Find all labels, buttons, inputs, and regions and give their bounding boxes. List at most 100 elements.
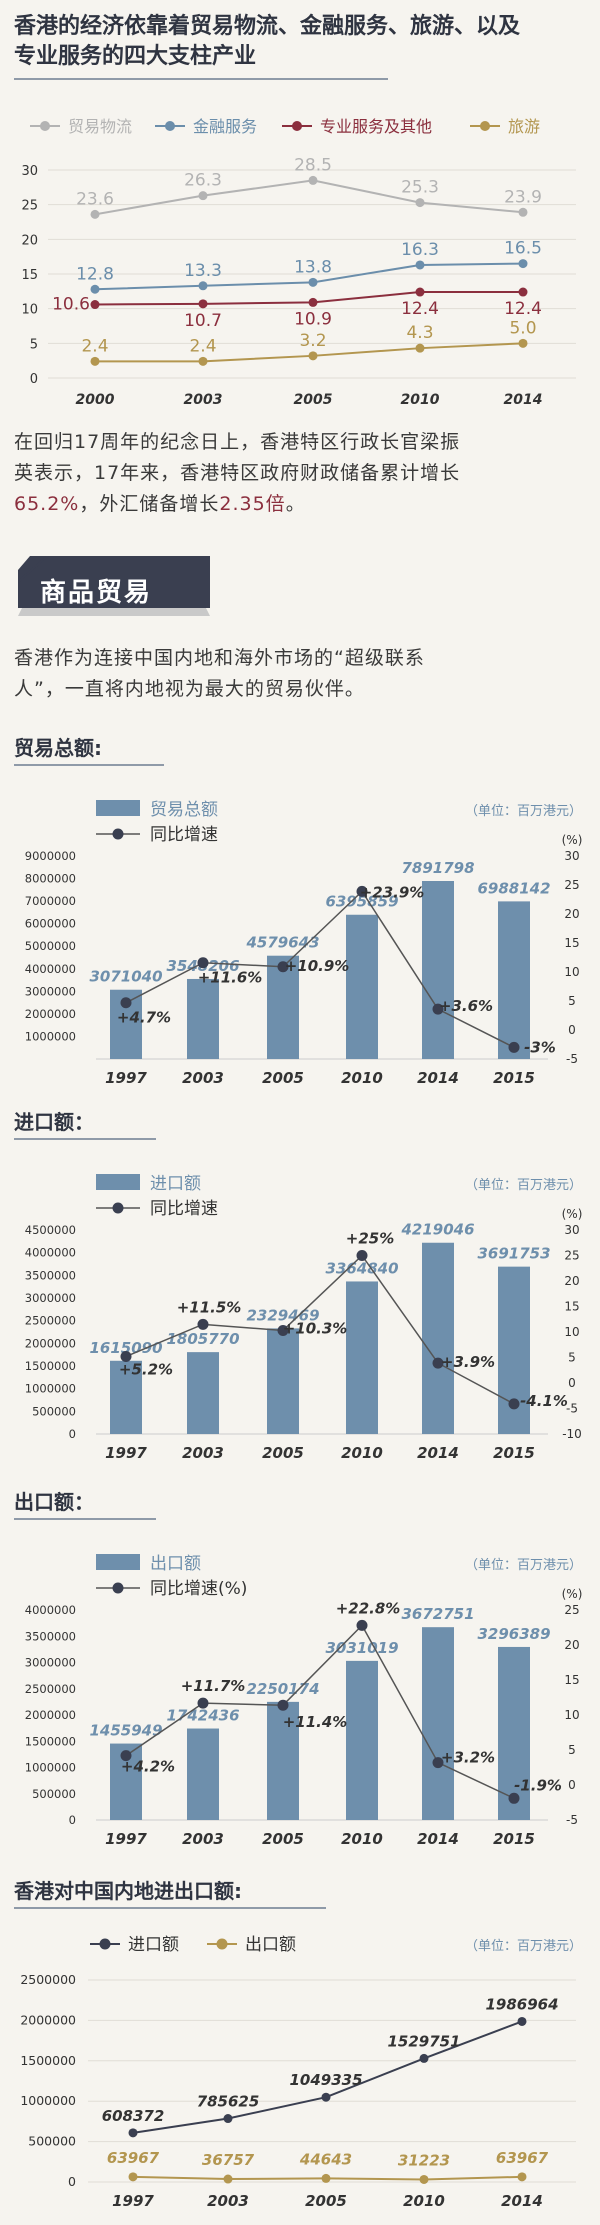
x-tick-label: 2014: [504, 392, 543, 408]
y-tick-label: 5000000: [25, 939, 76, 953]
growth-label: +11.4%: [283, 1713, 348, 1731]
legend-bar-label: 贸易总额: [150, 800, 218, 820]
legend-label-3: 旅游: [508, 117, 540, 136]
data-label: 44643: [299, 2150, 352, 2168]
unit-note: （单位：百万港元）: [465, 1178, 582, 1193]
page-title-line1: 香港的经济依靠着贸易物流、金融服务、旅游、以及: [14, 14, 521, 39]
growth-point: [356, 1619, 368, 1631]
legend-bar-swatch: [96, 1174, 140, 1190]
y2-tick-label: 20: [564, 907, 579, 921]
y2-tick-label: 0: [568, 1376, 576, 1390]
section-banner-label: 商品贸易: [40, 578, 153, 608]
y2-tick-label: 10: [564, 965, 579, 979]
y-tick-label: 2500000: [20, 1972, 76, 1987]
bar: [267, 1701, 299, 1820]
y-tick-label: 7000000: [25, 894, 76, 908]
data-label: 785625: [197, 2093, 260, 2111]
section-heading-total: 贸易总额:: [14, 736, 102, 760]
y-tick-label: 1000000: [25, 1382, 76, 1396]
growth-label: -1.9%: [514, 1776, 562, 1794]
growth-point: [432, 1757, 444, 1769]
y-tick-label: 1000000: [25, 1761, 76, 1775]
bar-value-label: 3691753: [477, 1245, 550, 1263]
y-tick-label: 30: [21, 164, 38, 179]
y-tick-label: 2000000: [25, 1007, 76, 1021]
y-tick-label: 10: [21, 303, 38, 318]
bar-value-label: 1805770: [166, 1330, 239, 1348]
bar: [346, 914, 378, 1059]
growth-point: [277, 1699, 289, 1711]
growth-point: [197, 1318, 209, 1330]
section-heading-mainland: 香港对中国内地进出口额:: [14, 1879, 242, 1903]
bar-value-label: 3031019: [325, 1639, 398, 1657]
y2-tick-label: 5: [568, 994, 576, 1008]
x-tick-label: 2003: [184, 392, 223, 408]
series-line-0: [94, 179, 524, 216]
bar-value-label: 3296389: [477, 1625, 550, 1643]
growth-point: [277, 961, 289, 973]
y2-tick-label: 5: [568, 1743, 576, 1757]
legend-line-marker: [112, 1202, 124, 1214]
paragraph-partner-line2: 人”，一直将内地视为最大的贸易伙伴。: [14, 678, 365, 700]
legend-bar-swatch: [96, 1554, 140, 1570]
data-label: 5.0: [509, 318, 536, 338]
data-point: [308, 351, 318, 361]
growth-label: +11.6%: [198, 969, 263, 987]
data-label: 26.3: [184, 171, 222, 191]
y2-tick-label: 10: [564, 1325, 579, 1339]
industries-line-chart: 贸易物流 金融服务 专业服务及其他 旅游 0 5 10 15 20 25 30 2000 2003 200…: [21, 117, 576, 408]
data-label: 1529751: [387, 2032, 460, 2050]
data-point: [308, 297, 318, 307]
y-tick-label: 25: [21, 199, 38, 214]
y-tick-label: 500000: [32, 1787, 76, 1801]
paragraph-reserves: 在回归17周年的纪念日上，香港特区行政长官梁振 英表示，17年来，香港特区政府财…: [14, 427, 592, 520]
legend-label-2: 专业服务及其他: [320, 117, 432, 136]
bar: [498, 901, 530, 1059]
section-imports-underline: [14, 1138, 156, 1140]
y-tick-label: 8000000: [25, 872, 76, 886]
growth-point: [197, 1697, 209, 1709]
y-tick-label: 9000000: [25, 849, 76, 863]
data-label: 63967: [107, 2149, 160, 2167]
data-point: [518, 338, 528, 348]
growth-label: +11.7%: [181, 1677, 246, 1695]
legend-line-marker: [112, 828, 124, 840]
data-label: 1986964: [485, 1995, 558, 2013]
growth-point: [356, 885, 368, 897]
x-tick-label: 2015: [493, 1069, 535, 1087]
growth-line: [125, 1624, 515, 1799]
data-point: [90, 284, 100, 294]
growth-label: +22.8%: [336, 1599, 401, 1617]
data-label: 25.3: [401, 178, 439, 198]
data-point: [198, 191, 208, 201]
bar-value-label: 1615090: [89, 1339, 162, 1357]
bar-value-label: 7891798: [401, 859, 474, 877]
growth-point: [432, 1357, 444, 1369]
data-point: [223, 2114, 233, 2124]
data-label: 12.4: [401, 299, 439, 319]
growth-label: +4.7%: [117, 1009, 171, 1027]
y2-unit-label: (%): [562, 1587, 583, 1601]
y-tick-label: 2000000: [25, 1708, 76, 1722]
data-point: [419, 2174, 429, 2184]
bar: [346, 1660, 378, 1820]
section-heading-exports: 出口额：: [14, 1490, 94, 1514]
y-tick-label: 500000: [32, 1404, 76, 1418]
data-point: [90, 300, 100, 310]
data-point: [128, 2128, 138, 2138]
unit-note: （单位：百万港元）: [465, 1939, 582, 1954]
growth-line: [125, 1254, 515, 1405]
bar: [422, 1627, 454, 1820]
y2-tick-label: 15: [564, 1673, 579, 1687]
paragraph-partner: 香港作为连接中国内地和海外市场的“超级联系 人”，一直将内地视为最大的贸易伙伴。: [14, 643, 592, 705]
x-tick-label: 2005: [262, 1069, 304, 1087]
x-tick-label: 2005: [262, 1830, 304, 1848]
page-title-line2: 专业服务的四大支柱产业: [14, 44, 257, 69]
data-point: [321, 2092, 331, 2102]
mainland-trade-chart: 进口额 出口额 （单位：百万港元） 0 500000 1000000 1500000 2000…: [20, 1935, 582, 2210]
x-tick-label: 2005: [305, 2192, 347, 2210]
data-label: 28.5: [294, 155, 332, 175]
y-tick-label: 15: [21, 268, 38, 283]
y-tick-label: 0: [69, 1813, 76, 1827]
legend-label-0: 贸易物流: [68, 117, 132, 136]
